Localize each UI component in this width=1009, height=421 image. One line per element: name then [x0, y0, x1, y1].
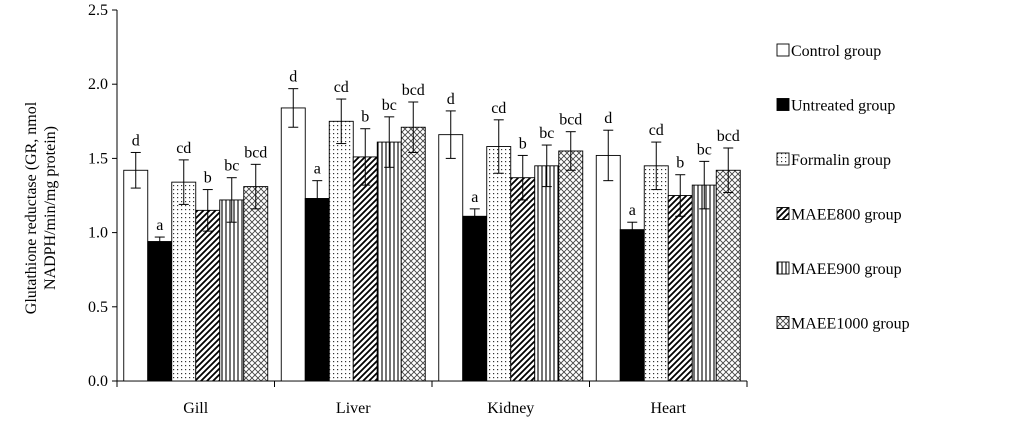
bar	[352, 156, 378, 382]
significance-label: d	[289, 69, 297, 86]
x-tick-label: Gill	[183, 400, 208, 417]
plot-area: 0.0 0.5 1.0 1.5 2.0 2.5 Gill Liver Kidney Heart d d…	[88, 2, 748, 417]
significance-label: a	[471, 189, 478, 206]
bar	[486, 146, 512, 382]
y-tick-label: 1.5	[88, 150, 108, 167]
bar	[534, 165, 560, 382]
significance-label: cd	[491, 100, 506, 117]
legend: Control group Untreated group Formalin gro…	[776, 43, 910, 333]
bar	[219, 199, 245, 382]
legend-swatch	[776, 152, 790, 166]
x-tick-label: Kidney	[487, 400, 534, 417]
significance-label: cd	[649, 122, 664, 139]
significance-label: bc	[382, 97, 397, 114]
significance-label: bc	[224, 158, 239, 175]
bar	[691, 184, 717, 382]
legend-entry: MAEE900 group	[791, 261, 902, 278]
significance-label: d	[132, 132, 140, 149]
bar	[376, 141, 402, 382]
bar	[328, 120, 354, 382]
bar	[558, 150, 584, 382]
significance-label: b	[519, 135, 527, 152]
legend-swatch	[776, 43, 790, 57]
bar	[715, 169, 741, 382]
bar	[595, 154, 621, 382]
bar	[462, 215, 488, 382]
significance-label: bc	[539, 125, 554, 142]
significance-label: bc	[697, 141, 712, 158]
bar	[195, 209, 221, 382]
y-tick-label: 1.0	[88, 225, 108, 242]
significance-label: b	[204, 170, 212, 187]
significance-label: cd	[176, 140, 191, 157]
legend-swatch	[776, 261, 790, 275]
significance-label: a	[314, 161, 321, 178]
bar	[510, 177, 536, 382]
y-axis-title-line1: Glutathione reductase (GR, nmol	[23, 101, 40, 314]
bar	[304, 198, 330, 382]
significance-label: a	[629, 202, 636, 219]
y-tick-label: 2.5	[88, 2, 108, 19]
x-tick-label: Liver	[336, 400, 371, 417]
bar	[438, 134, 464, 382]
legend-entry: MAEE1000 group	[791, 316, 910, 333]
bar	[619, 229, 645, 382]
significance-label: b	[676, 155, 684, 172]
legend-swatch	[776, 98, 790, 111]
significance-label: bcd	[244, 144, 267, 161]
legend-entry: Untreated group	[791, 98, 895, 115]
bar	[280, 107, 306, 382]
x-tick-label: Heart	[650, 400, 686, 417]
bar	[667, 195, 693, 382]
legend-entry: MAEE800 group	[791, 207, 902, 224]
bar	[123, 169, 149, 382]
bar	[147, 241, 173, 382]
significance-label: a	[156, 217, 163, 234]
significance-label: d	[604, 110, 612, 127]
y-tick-label: 0.0	[88, 373, 108, 390]
legend-swatch	[776, 207, 790, 220]
significance-label: d	[447, 91, 455, 108]
legend-swatch	[776, 316, 790, 329]
y-tick-label: 2.0	[88, 76, 108, 93]
significance-label: bcd	[559, 112, 582, 129]
bar	[643, 165, 669, 382]
legend-entry: Formalin group	[791, 152, 891, 169]
significance-label: cd	[334, 79, 349, 96]
significance-label: bcd	[717, 128, 740, 145]
significance-label: bcd	[402, 82, 425, 99]
y-tick-label: 0.5	[88, 299, 108, 316]
bar	[243, 186, 269, 382]
legend-entry: Control group	[791, 43, 881, 60]
significance-label: b	[361, 109, 369, 126]
bar	[171, 181, 197, 382]
y-axis-title-line2: NADPH/min/mg protein)	[42, 126, 59, 290]
bar	[400, 126, 426, 382]
